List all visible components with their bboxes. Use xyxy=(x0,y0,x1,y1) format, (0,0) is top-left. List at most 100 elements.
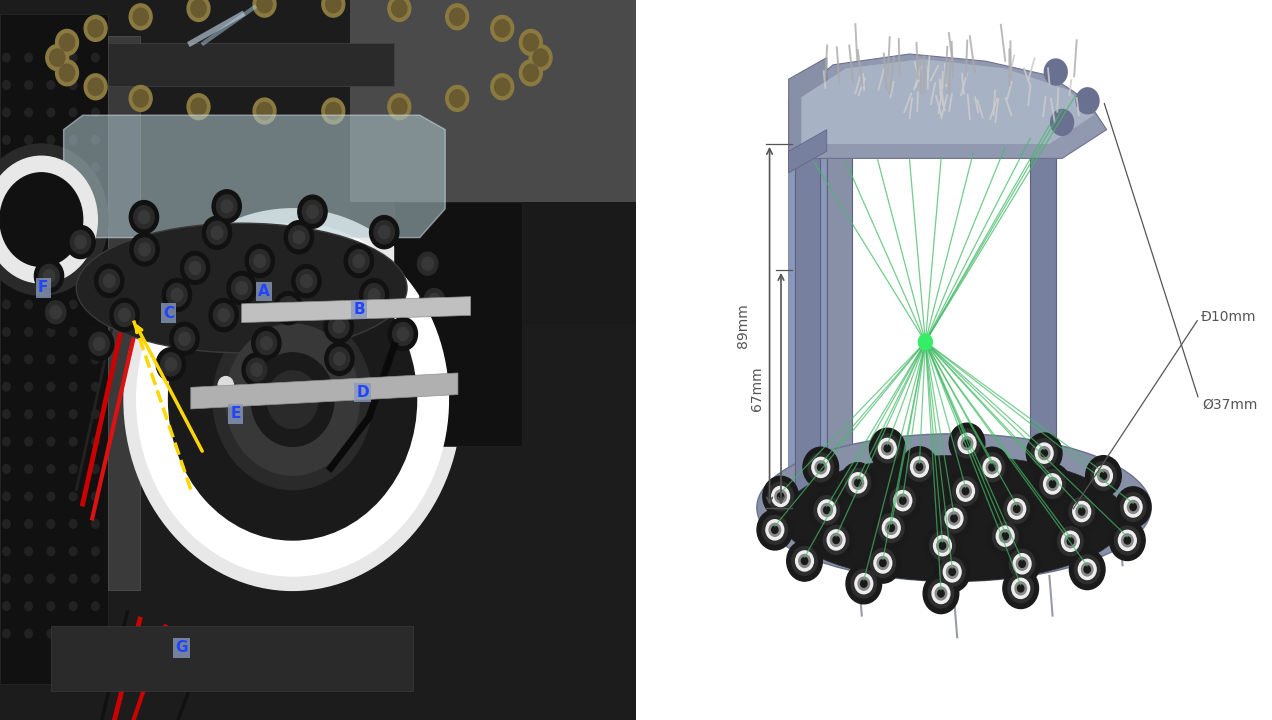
Circle shape xyxy=(25,629,33,638)
Circle shape xyxy=(139,211,150,224)
Circle shape xyxy=(92,135,99,144)
Circle shape xyxy=(870,549,895,577)
Circle shape xyxy=(533,49,548,66)
Circle shape xyxy=(1007,574,1033,603)
Circle shape xyxy=(47,108,55,117)
Circle shape xyxy=(92,547,99,556)
Circle shape xyxy=(25,547,33,556)
Circle shape xyxy=(944,562,962,582)
Circle shape xyxy=(0,144,108,295)
Polygon shape xyxy=(108,43,394,86)
Circle shape xyxy=(174,327,195,350)
Circle shape xyxy=(296,269,317,292)
Circle shape xyxy=(88,19,103,37)
Circle shape xyxy=(3,629,10,638)
Polygon shape xyxy=(242,297,471,323)
Circle shape xyxy=(939,542,945,549)
Circle shape xyxy=(25,575,33,583)
Circle shape xyxy=(3,81,10,89)
Circle shape xyxy=(1084,566,1090,573)
Circle shape xyxy=(3,355,10,364)
Circle shape xyxy=(232,276,252,300)
Circle shape xyxy=(25,300,33,309)
Circle shape xyxy=(47,53,55,62)
Circle shape xyxy=(3,300,10,309)
Circle shape xyxy=(897,494,908,507)
Circle shape xyxy=(47,575,55,583)
Circle shape xyxy=(3,108,10,117)
Circle shape xyxy=(187,0,210,22)
Circle shape xyxy=(874,553,892,573)
Circle shape xyxy=(92,108,99,117)
Circle shape xyxy=(214,310,373,490)
Circle shape xyxy=(228,271,257,305)
Circle shape xyxy=(324,342,354,375)
Circle shape xyxy=(1114,526,1140,555)
Circle shape xyxy=(519,30,542,55)
Circle shape xyxy=(1075,555,1100,584)
Circle shape xyxy=(885,480,921,521)
Circle shape xyxy=(445,86,468,112)
Circle shape xyxy=(1109,521,1145,561)
Circle shape xyxy=(345,245,374,278)
Circle shape xyxy=(918,334,932,350)
Circle shape xyxy=(47,246,55,254)
Circle shape xyxy=(916,463,922,470)
Circle shape xyxy=(1130,503,1136,510)
Circle shape xyxy=(818,500,836,520)
Circle shape xyxy=(47,273,55,282)
Circle shape xyxy=(1011,503,1023,516)
Circle shape xyxy=(1051,109,1074,135)
Circle shape xyxy=(25,190,33,199)
Circle shape xyxy=(92,492,99,501)
Circle shape xyxy=(449,8,464,25)
Circle shape xyxy=(870,428,906,469)
Circle shape xyxy=(763,476,799,516)
Circle shape xyxy=(963,487,969,495)
Circle shape xyxy=(791,546,817,575)
Circle shape xyxy=(1124,497,1142,517)
Circle shape xyxy=(69,135,76,144)
Circle shape xyxy=(1118,531,1136,551)
Circle shape xyxy=(495,19,510,37)
Circle shape xyxy=(92,163,99,171)
Circle shape xyxy=(986,461,997,474)
Circle shape xyxy=(845,469,870,498)
Circle shape xyxy=(948,471,983,511)
Circle shape xyxy=(799,554,810,567)
Circle shape xyxy=(1098,469,1109,482)
Circle shape xyxy=(953,477,978,505)
Circle shape xyxy=(242,353,271,386)
Circle shape xyxy=(47,547,55,556)
Circle shape xyxy=(92,602,99,611)
Circle shape xyxy=(519,60,542,86)
Circle shape xyxy=(118,308,130,321)
Circle shape xyxy=(187,94,210,120)
Circle shape xyxy=(1091,462,1117,490)
Circle shape xyxy=(303,200,323,223)
Circle shape xyxy=(191,0,206,17)
Circle shape xyxy=(47,382,55,391)
Circle shape xyxy=(1076,505,1088,518)
Circle shape xyxy=(3,602,10,611)
Circle shape xyxy=(888,524,894,531)
Circle shape xyxy=(937,590,944,597)
Polygon shape xyxy=(789,130,827,173)
Circle shape xyxy=(134,8,149,25)
Circle shape xyxy=(883,518,901,538)
Circle shape xyxy=(392,0,407,17)
Circle shape xyxy=(69,410,76,418)
Circle shape xyxy=(66,225,95,258)
Circle shape xyxy=(202,216,232,249)
Circle shape xyxy=(163,279,192,312)
Circle shape xyxy=(1063,491,1099,531)
Circle shape xyxy=(422,257,434,270)
Circle shape xyxy=(777,492,784,500)
Circle shape xyxy=(899,497,906,504)
Circle shape xyxy=(130,201,159,234)
Circle shape xyxy=(247,358,267,381)
Circle shape xyxy=(69,273,76,282)
Circle shape xyxy=(92,382,99,391)
Circle shape xyxy=(25,437,33,446)
Circle shape xyxy=(374,220,394,243)
